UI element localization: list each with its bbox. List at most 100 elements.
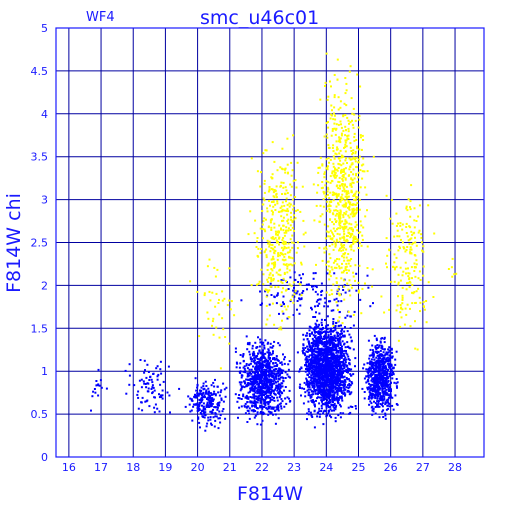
data-point-blue [253,399,256,402]
data-point-blue [320,347,323,350]
data-point-yellow [276,258,279,261]
data-point-blue [316,373,319,376]
data-point-yellow [287,305,289,308]
data-point-blue [395,382,398,385]
data-point-yellow [279,252,282,254]
data-point-blue [386,351,389,354]
data-point-blue [201,399,203,402]
data-point-blue [381,405,384,408]
data-point-blue [320,389,323,391]
data-point-blue [271,398,274,401]
data-point-yellow [396,304,399,307]
data-point-blue [310,358,313,361]
data-point-yellow [267,276,270,279]
data-point-blue [313,380,316,383]
data-point-yellow [301,185,304,188]
data-point-yellow [286,213,289,216]
data-point-yellow [271,302,274,305]
data-point-yellow [322,205,325,208]
data-point-blue [325,350,328,353]
data-point-yellow [287,229,290,232]
data-point-blue [305,364,308,366]
data-point-blue [373,367,376,370]
data-point-yellow [319,204,322,207]
data-point-blue [377,395,379,398]
data-point-blue [155,367,158,370]
data-point-yellow [360,136,362,139]
data-point-blue [338,378,340,381]
data-point-blue [380,346,383,349]
data-point-blue [276,294,279,296]
data-point-blue [139,359,142,361]
data-point-blue [269,392,272,395]
data-point-yellow [351,179,354,181]
data-point-blue [327,351,330,354]
data-point-blue [275,364,278,367]
data-point-blue [344,316,347,319]
data-point-blue [330,416,333,419]
data-point-blue [320,366,323,369]
data-point-blue [385,408,388,411]
data-point-blue [251,389,254,392]
data-point-yellow [250,157,253,160]
data-point-blue [240,381,243,384]
data-point-blue [319,365,322,368]
data-point-blue [367,286,370,289]
data-point-yellow [207,317,210,320]
data-point-blue [276,396,279,399]
data-point-blue [311,337,314,340]
data-point-blue [339,344,342,346]
data-point-blue [244,396,247,399]
data-point-blue [390,381,392,384]
data-point-yellow [342,279,345,282]
data-point-blue [310,354,313,357]
data-point-blue [277,377,280,380]
data-point-blue [244,412,247,415]
data-point-blue [344,291,347,294]
data-point-blue [329,340,332,343]
data-point-blue [331,387,334,389]
data-point-blue [343,342,346,345]
data-point-yellow [345,240,348,243]
data-point-yellow [266,207,269,210]
data-point-blue [318,364,321,367]
data-point-yellow [352,207,355,210]
data-point-blue [320,407,323,410]
data-point-blue [258,345,261,348]
data-point-blue [259,303,262,306]
data-point-blue [318,338,321,341]
data-point-blue [320,351,323,354]
data-point-blue [212,416,215,419]
data-point-yellow [319,215,322,218]
data-point-yellow [315,263,317,266]
data-point-blue [340,395,343,398]
data-point-blue [376,350,379,353]
data-point-yellow [214,305,217,308]
data-point-blue [313,384,316,387]
data-point-blue [273,399,276,402]
data-point-yellow [344,220,347,223]
data-point-blue [262,349,264,352]
data-point-yellow [332,144,335,147]
data-point-yellow [334,230,337,233]
data-point-yellow [284,263,287,266]
data-point-blue [332,384,335,386]
data-point-blue [387,394,390,397]
data-point-blue [316,351,319,354]
data-point-blue [312,368,315,371]
data-point-yellow [352,271,355,274]
data-point-blue [324,355,327,358]
data-point-blue [341,350,344,353]
data-point-blue [332,364,335,367]
data-point-yellow [344,77,347,79]
data-point-yellow [344,222,347,225]
data-point-blue [249,396,252,398]
data-point-blue [318,350,320,353]
data-point-blue [247,342,249,345]
data-point-blue [322,331,325,333]
data-point-blue [319,342,322,345]
data-point-blue [318,396,321,399]
data-point-blue [147,390,150,393]
data-point-blue [198,405,201,407]
